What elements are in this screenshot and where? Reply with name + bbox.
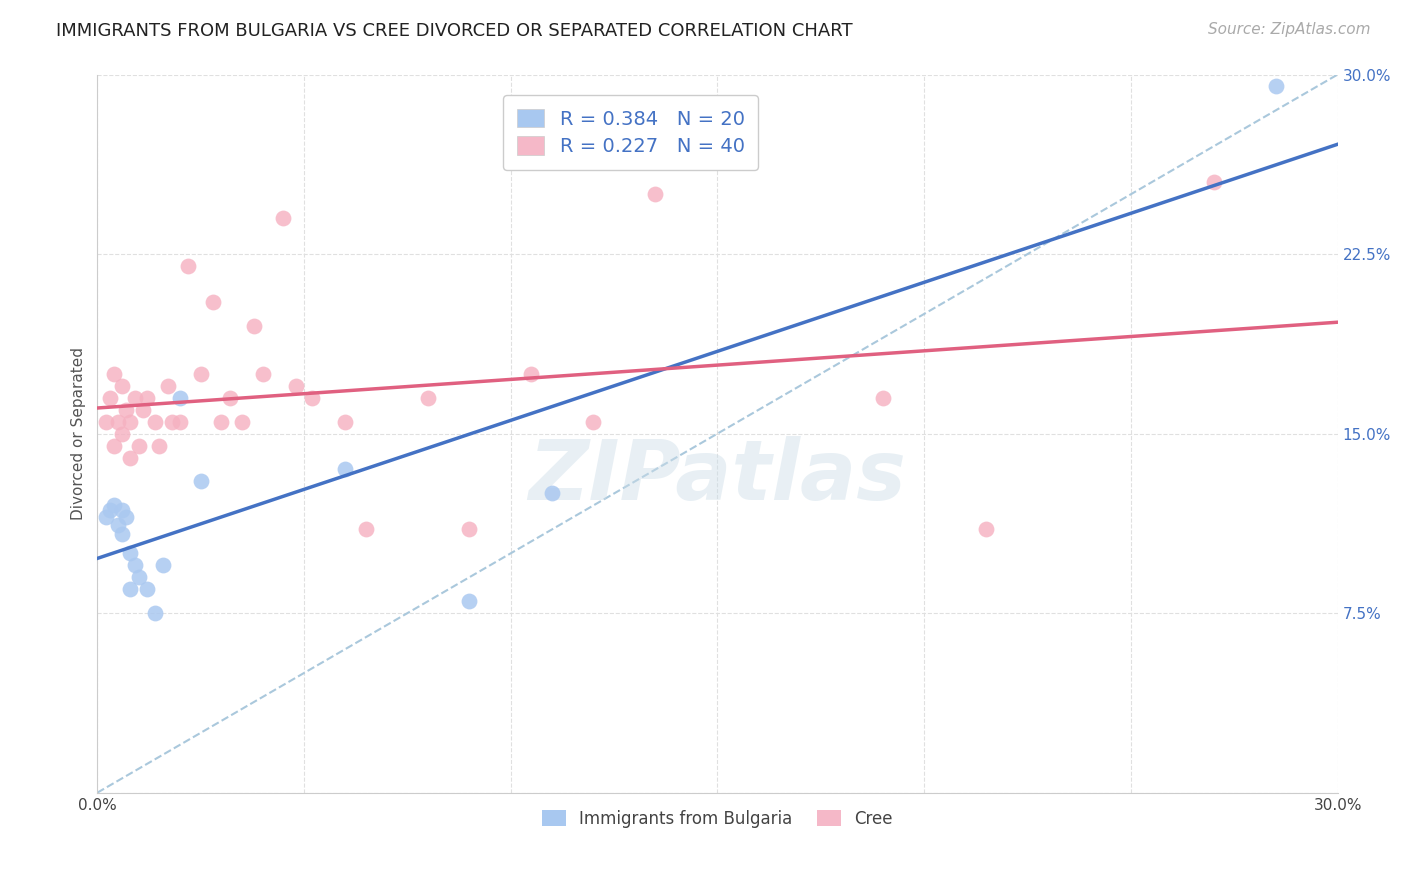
Point [160, 415, 183, 429]
Point [115, 402, 138, 417]
Point [872, 391, 894, 405]
Point [136, 391, 159, 405]
Point [120, 582, 142, 597]
Point [120, 415, 142, 429]
Point [128, 439, 150, 453]
Point [169, 391, 191, 405]
Point [1202, 175, 1225, 189]
Point [644, 187, 666, 202]
Text: Source: ZipAtlas.com: Source: ZipAtlas.com [1208, 22, 1371, 37]
Point [107, 517, 129, 532]
Text: ZIPatlas: ZIPatlas [529, 436, 907, 517]
Point [354, 522, 377, 536]
Point [103, 499, 125, 513]
Point [124, 391, 146, 405]
Point [190, 367, 212, 381]
Legend: Immigrants from Bulgaria, Cree: Immigrants from Bulgaria, Cree [536, 804, 900, 835]
Point [541, 486, 564, 500]
Point [111, 426, 134, 441]
Point [974, 522, 997, 536]
Point [98, 391, 121, 405]
Point [120, 450, 142, 465]
Point [103, 439, 125, 453]
Point [128, 570, 150, 584]
Point [335, 462, 357, 476]
Point [148, 439, 170, 453]
Point [273, 211, 295, 226]
Point [111, 503, 134, 517]
Point [124, 558, 146, 573]
Point [98, 503, 121, 517]
Point [252, 367, 274, 381]
Point [132, 402, 155, 417]
Point [107, 415, 129, 429]
Point [156, 378, 179, 392]
Point [202, 294, 225, 309]
Point [94, 415, 117, 429]
Point [190, 475, 212, 489]
Point [458, 522, 481, 536]
Point [103, 367, 125, 381]
Point [152, 558, 174, 573]
Point [136, 582, 159, 597]
Point [143, 606, 166, 620]
Point [143, 415, 166, 429]
Point [111, 527, 134, 541]
Point [94, 510, 117, 524]
Point [335, 415, 357, 429]
Point [177, 259, 200, 273]
Point [111, 378, 134, 392]
Point [582, 415, 605, 429]
Point [243, 318, 266, 333]
Point [115, 510, 138, 524]
Point [120, 546, 142, 560]
Point [284, 378, 307, 392]
Y-axis label: Divorced or Separated: Divorced or Separated [72, 347, 86, 520]
Point [209, 415, 232, 429]
Point [458, 594, 481, 608]
Point [1264, 79, 1286, 94]
Point [301, 391, 323, 405]
Point [169, 415, 191, 429]
Point [231, 415, 253, 429]
Point [520, 367, 543, 381]
Text: IMMIGRANTS FROM BULGARIA VS CREE DIVORCED OR SEPARATED CORRELATION CHART: IMMIGRANTS FROM BULGARIA VS CREE DIVORCE… [56, 22, 853, 40]
Point [416, 391, 439, 405]
Point [218, 391, 240, 405]
